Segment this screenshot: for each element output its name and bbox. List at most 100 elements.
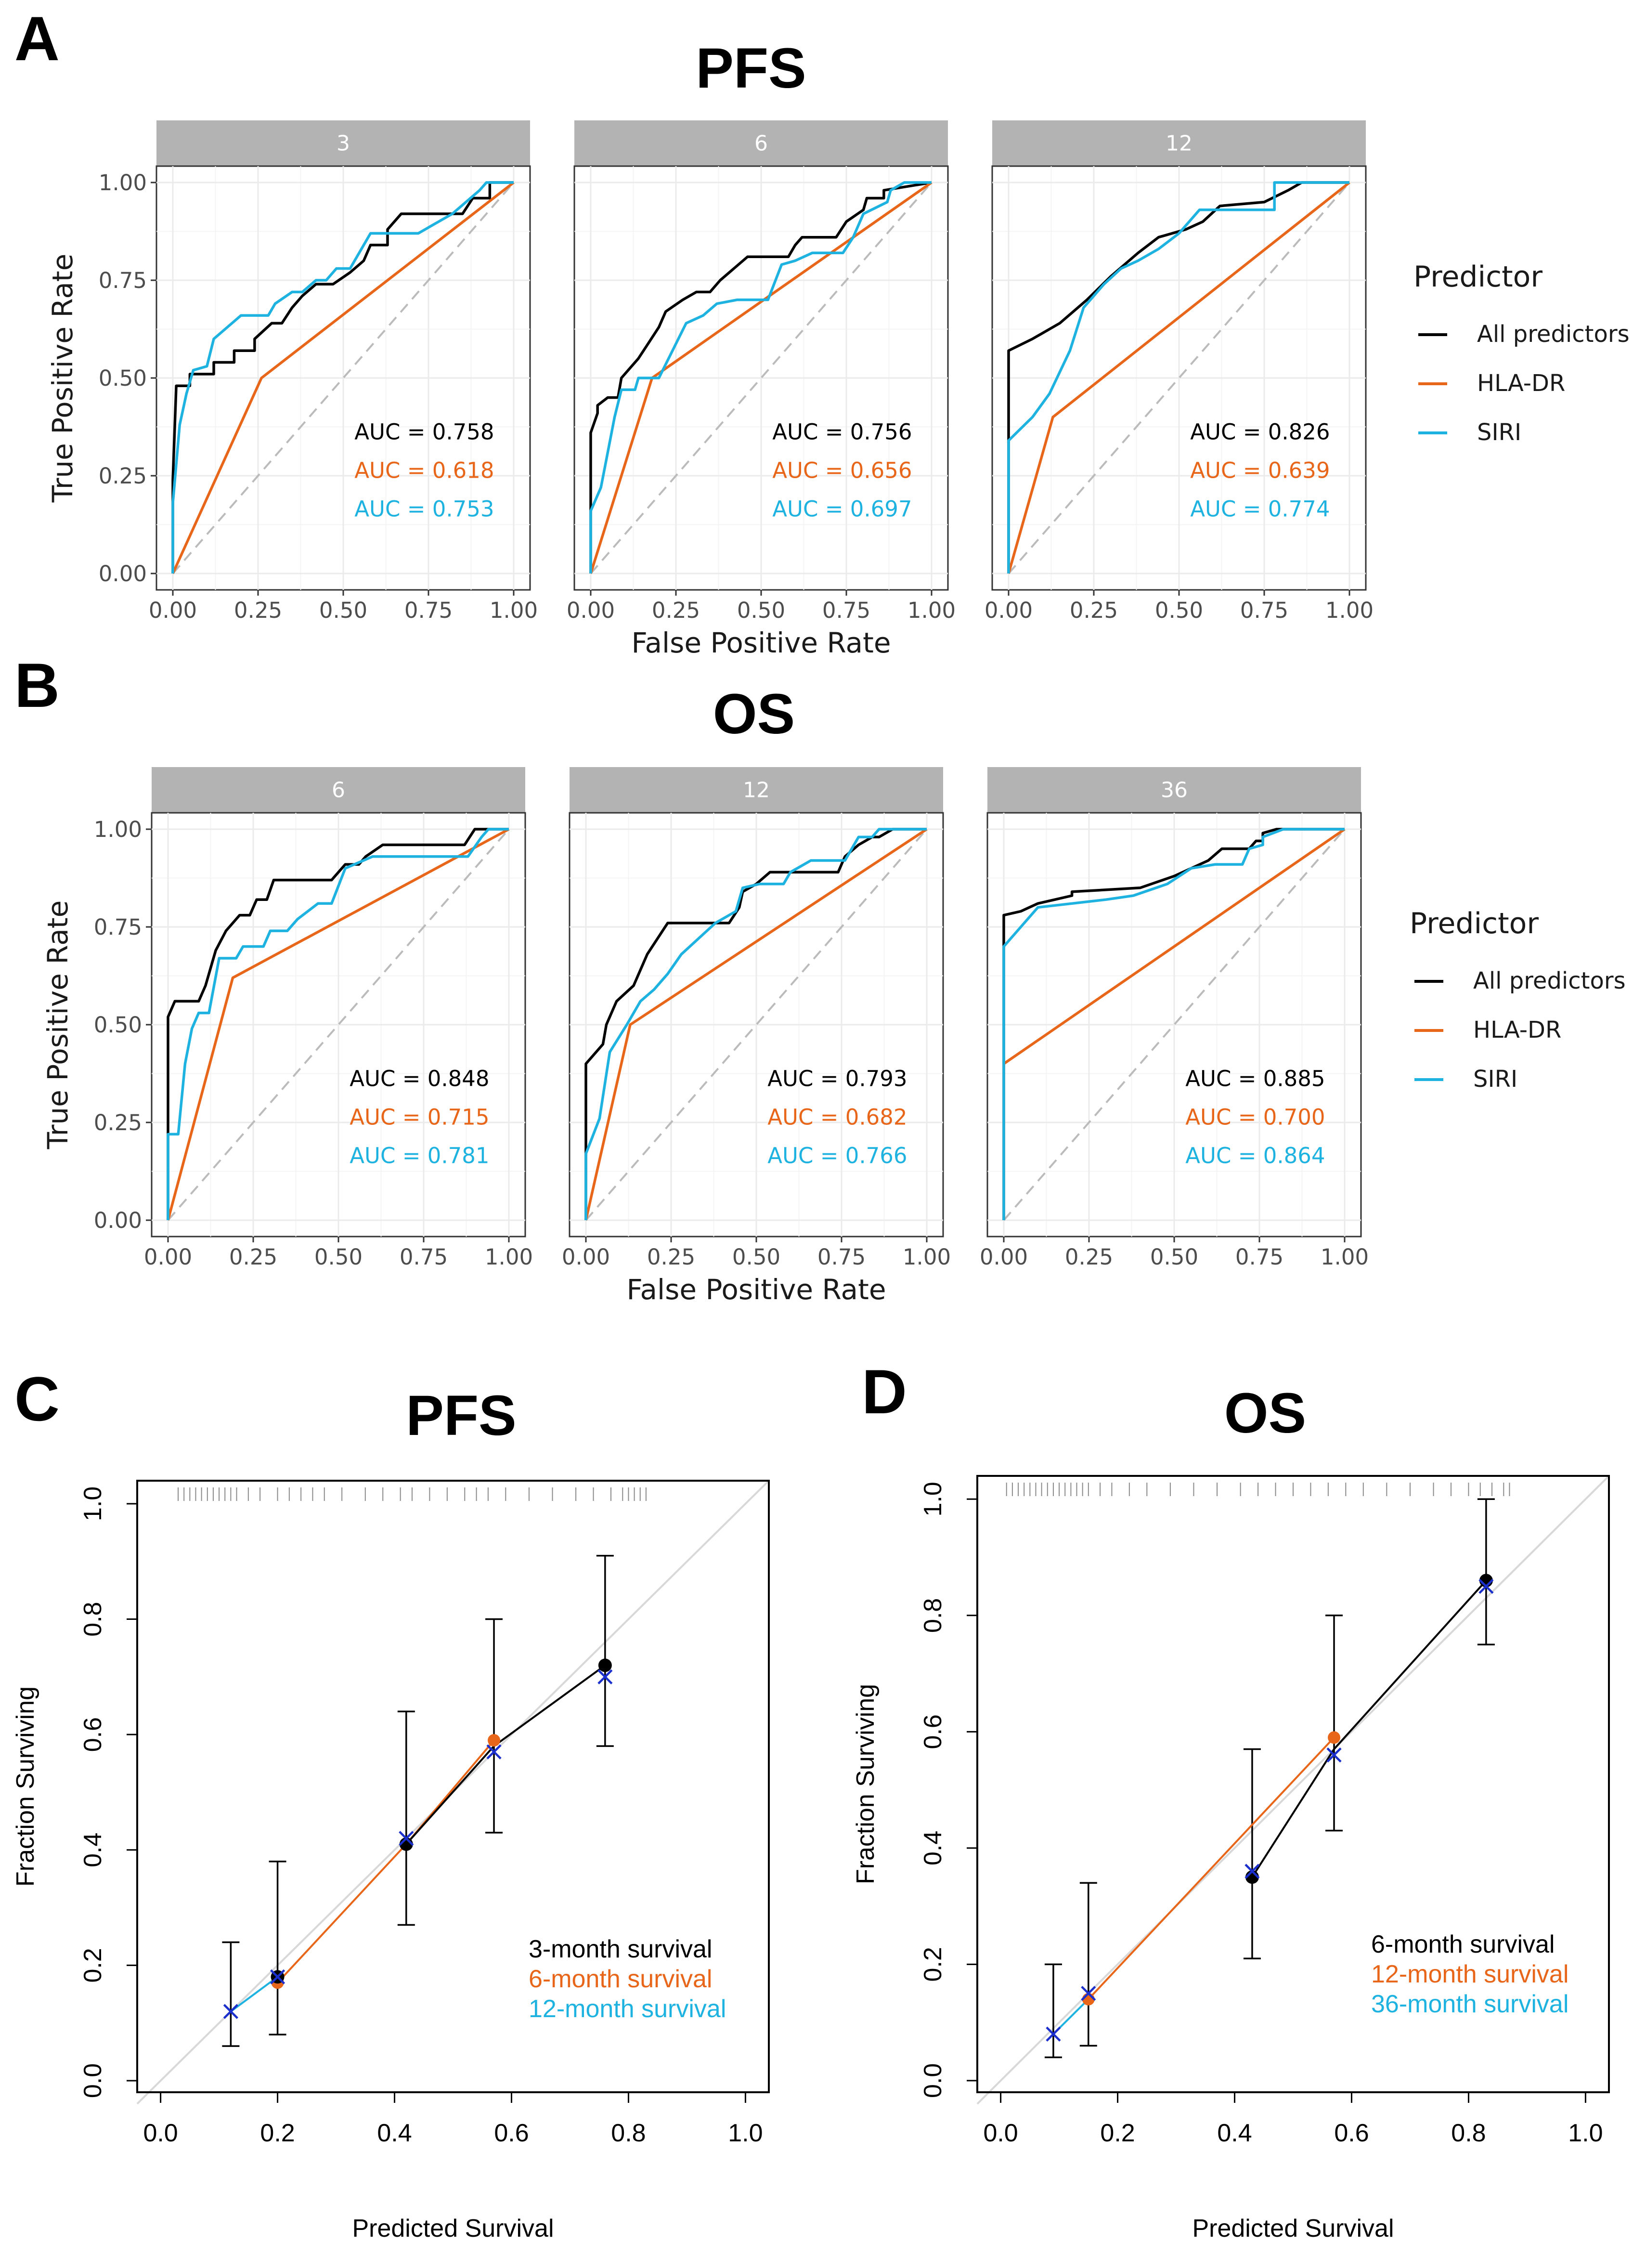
facet-strip <box>574 120 948 166</box>
roc-chart-os: 6 0.00 0.00 0.25 0.25 0.50 0.50 0.75 0.75 1.00 1.0… <box>41 767 1626 1306</box>
bias-corrected-mark <box>223 2004 238 2019</box>
calibration-line-short <box>1251 1580 1487 1878</box>
roc-curve-hla-dr <box>167 828 510 1221</box>
y-tick-label: 0.2 <box>919 1947 947 1981</box>
bias-corrected-mark <box>1326 1747 1342 1763</box>
y-tick-label: 0.0 <box>919 2063 947 2098</box>
x-tick-label: 0.50 <box>319 598 367 623</box>
x-tick-label: 0.2 <box>1100 2119 1135 2147</box>
x-tick-label: 0.00 <box>980 1244 1028 1270</box>
calibration-line-long <box>230 1976 278 2012</box>
facet-strip <box>156 120 530 166</box>
x-tick-label: 0.50 <box>737 598 785 623</box>
facet-strip-label: 6 <box>754 131 768 156</box>
facet-strip-label: 12 <box>743 778 770 803</box>
x-tick-label: 0.00 <box>985 598 1033 623</box>
legend-entry: 36-month survival <box>1371 1990 1568 2018</box>
calibration-point <box>1328 1731 1341 1744</box>
bias-corrected-mark <box>1081 1986 1096 2001</box>
legend-title: Predictor <box>1413 260 1542 294</box>
facet-strip <box>570 767 943 813</box>
roc-facet-36: 36 0.00 0.25 0.50 0.75 1.00 AUC = 0.885 AUC = 0… <box>980 767 1369 1270</box>
auc-label: AUC = 0.766 <box>767 1143 907 1169</box>
roc-curve-siri <box>1007 181 1349 574</box>
x-tick-label: 0.50 <box>314 1244 363 1270</box>
plot-frame <box>976 1475 1610 2093</box>
bias-corrected-mark <box>1478 1578 1494 1594</box>
panel-letter-a: A <box>14 3 60 74</box>
auc-label: AUC = 0.700 <box>1185 1105 1325 1130</box>
auc-label: AUC = 0.682 <box>767 1105 907 1130</box>
x-tick-label: 0.25 <box>1065 1244 1113 1270</box>
bias-corrected-mark <box>486 1744 502 1760</box>
x-tick-label: 0.00 <box>144 1244 192 1270</box>
facet-strip-label: 3 <box>337 131 350 156</box>
y-tick-label: 0.4 <box>919 1831 947 1865</box>
x-axis-title: Predicted Survival <box>352 2215 554 2242</box>
y-tick-label: 0.8 <box>79 1602 107 1636</box>
x-tick-label: 0.6 <box>1334 2119 1369 2147</box>
x-tick-label: 1.00 <box>903 1244 951 1270</box>
y-axis-title: Fraction Surviving <box>852 1684 880 1884</box>
legend-entry: SIRI <box>1477 419 1521 446</box>
legend-entry: All predictors <box>1473 967 1626 994</box>
x-tick-label: 0.50 <box>732 1244 780 1270</box>
x-tick-label: 1.00 <box>1325 598 1374 623</box>
x-tick-label: 0.75 <box>1235 1244 1283 1270</box>
auc-label: AUC = 0.885 <box>1185 1066 1325 1092</box>
x-tick-label: 1.00 <box>490 598 538 623</box>
auc-label: AUC = 0.864 <box>1185 1143 1325 1169</box>
x-tick-label: 0.25 <box>647 1244 695 1270</box>
facet-strip <box>987 767 1361 813</box>
roc-facet-6: 6 0.00 0.25 0.50 0.75 1.00 AUC = 0.756 AUC = 0.… <box>567 120 956 623</box>
x-tick-label: 0.50 <box>1155 598 1203 623</box>
roc-curve-siri <box>1002 828 1345 1220</box>
x-tick-label: 1.00 <box>1321 1244 1369 1270</box>
x-tick-label: 0.00 <box>562 1244 610 1270</box>
x-tick-label: 0.75 <box>1240 598 1288 623</box>
y-axis-title: True Positive Rate <box>41 900 74 1150</box>
calibration-line-mid <box>277 1739 495 1983</box>
x-axis-title: Predicted Survival <box>1192 2215 1394 2242</box>
auc-label: AUC = 0.715 <box>350 1105 489 1130</box>
facet-strip-label: 6 <box>332 778 345 803</box>
roc-curve-hla-dr <box>171 181 515 574</box>
auc-label: AUC = 0.848 <box>350 1066 489 1092</box>
y-tick-label: 0.25 <box>99 463 147 489</box>
y-tick-label: 0.75 <box>99 268 147 293</box>
section-title-os-cal: OS <box>1224 1382 1307 1445</box>
section-title-os-roc: OS <box>713 682 795 746</box>
legend-entry: 3-month survival <box>529 1935 712 1963</box>
roc-curve-all-predictors <box>167 828 509 1220</box>
facet-strip <box>152 767 525 813</box>
x-tick-label: 1.00 <box>907 598 956 623</box>
auc-label: AUC = 0.756 <box>772 419 912 445</box>
section-title-pfs-roc: PFS <box>696 37 806 100</box>
x-tick-label: 0.0 <box>983 2119 1018 2147</box>
facet-strip-label: 36 <box>1161 778 1188 803</box>
y-tick-label: 0.50 <box>99 365 147 391</box>
bias-corrected-mark <box>1046 2026 1061 2042</box>
x-tick-label: 0.2 <box>260 2119 295 2147</box>
y-tick-label: 0.75 <box>94 914 142 940</box>
y-tick-label: 1.00 <box>99 170 147 196</box>
y-tick-label: 1.0 <box>919 1482 947 1516</box>
x-tick-label: 0.4 <box>377 2119 412 2147</box>
y-tick-label: 0.2 <box>79 1948 107 1982</box>
auc-label: AUC = 0.656 <box>772 458 912 483</box>
x-tick-label: 0.75 <box>404 598 453 623</box>
x-tick-label: 0.4 <box>1217 2119 1252 2147</box>
legend-entry: All predictors <box>1477 321 1630 348</box>
x-axis-title: False Positive Rate <box>626 1273 886 1306</box>
roc-curve-all-predictors <box>1007 181 1349 574</box>
auc-label: AUC = 0.781 <box>350 1143 489 1169</box>
x-tick-label: 0.50 <box>1150 1244 1198 1270</box>
auc-label: AUC = 0.639 <box>1190 458 1330 483</box>
x-tick-label: 1.00 <box>485 1244 533 1270</box>
y-tick-label: 0.00 <box>99 561 147 587</box>
section-title-pfs-cal: PFS <box>406 1384 517 1447</box>
x-tick-label: 1.0 <box>728 2119 763 2147</box>
facet-strip <box>992 120 1366 166</box>
panel-letter-d: D <box>862 1356 907 1427</box>
